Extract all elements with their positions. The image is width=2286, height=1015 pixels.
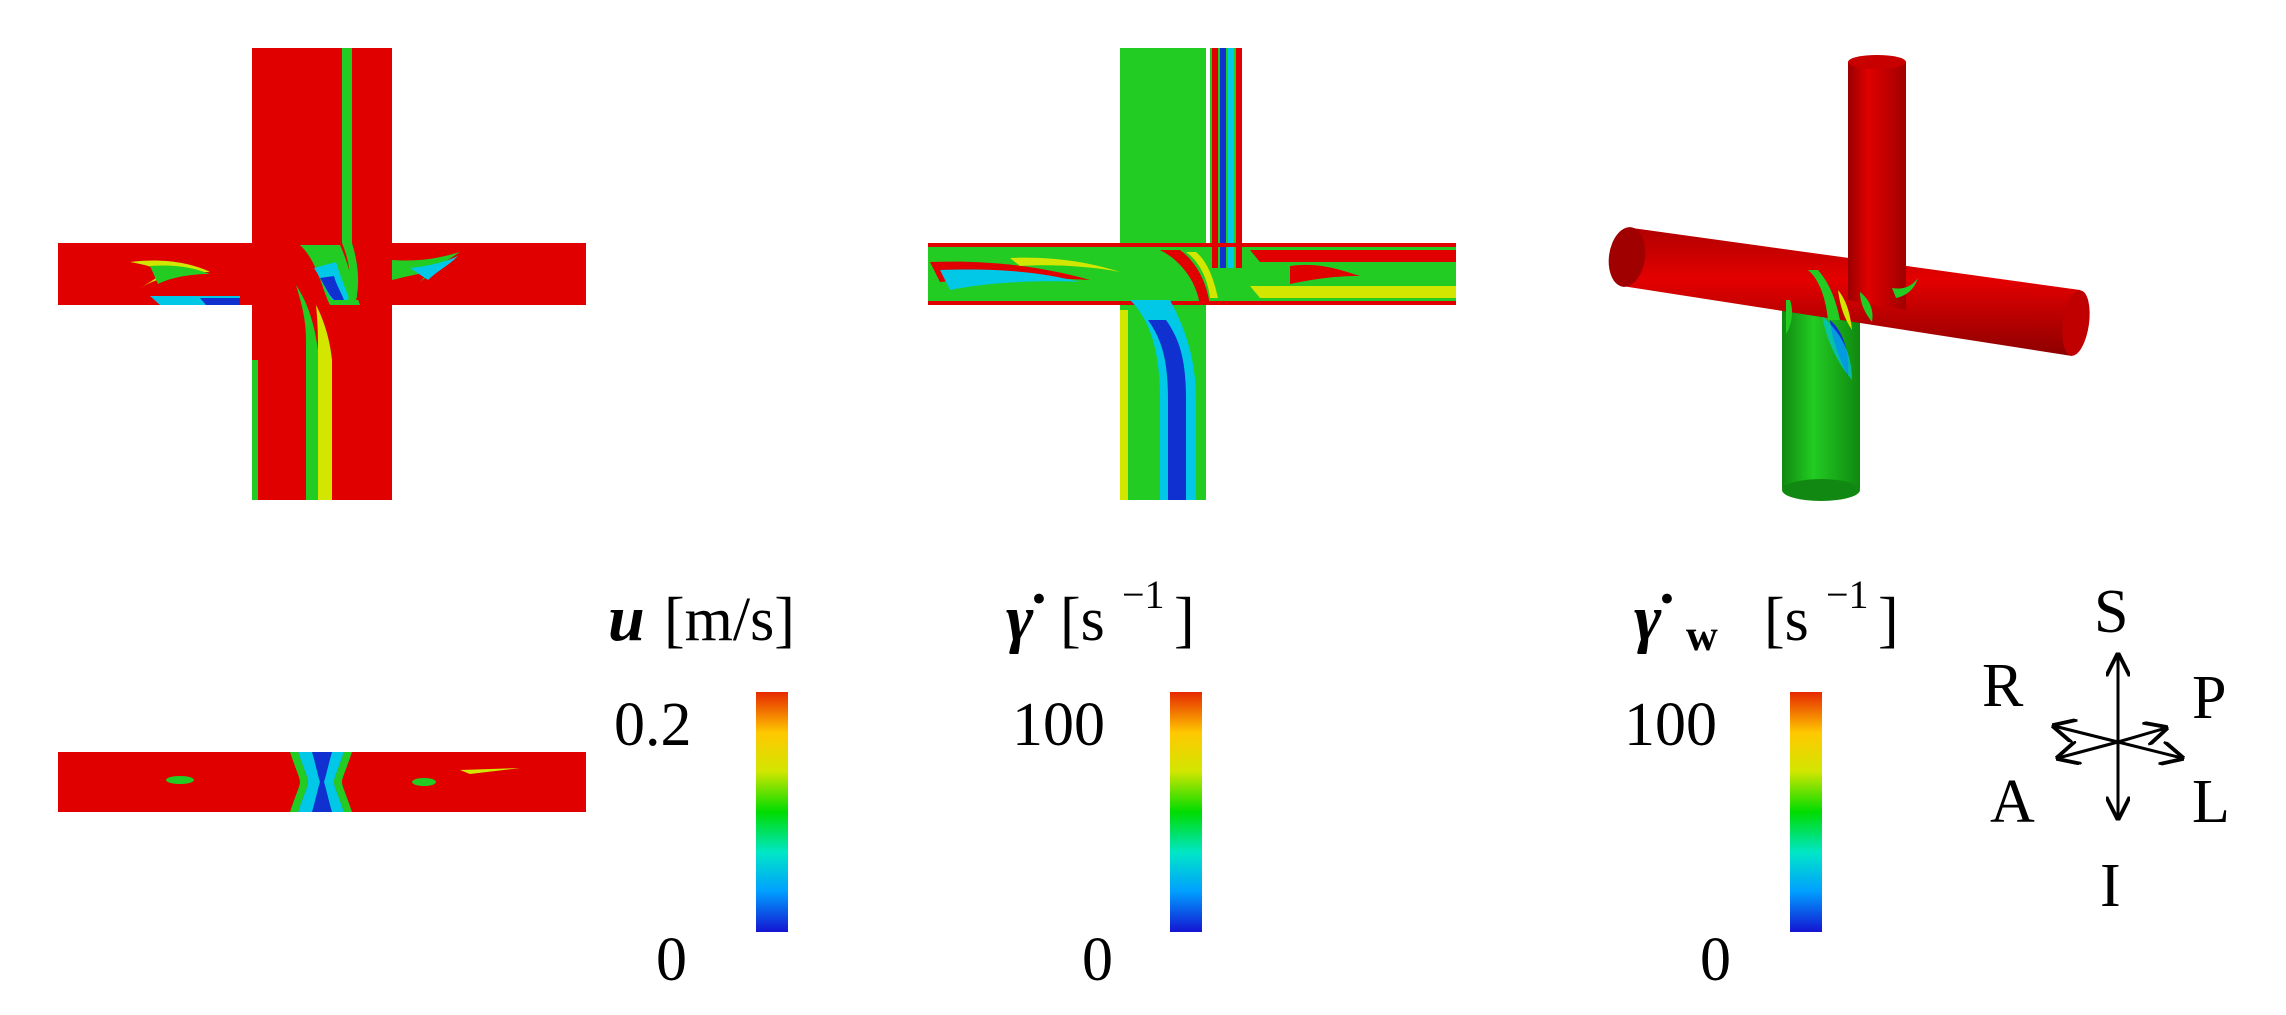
legend-wall-shear-rate-min: 0 bbox=[1700, 926, 1731, 994]
legend-wall-shear-rate-close: ] bbox=[1878, 586, 1899, 654]
legend-velocity-symbol: u bbox=[608, 582, 645, 655]
legend-shear-rate-close: ] bbox=[1174, 586, 1195, 654]
legend-velocity-min: 0 bbox=[656, 926, 687, 994]
legend-velocity-unit: [m/s] bbox=[664, 586, 795, 654]
orientation-indicator: S I R P A L bbox=[1982, 578, 2230, 920]
orientation-inferior: I bbox=[2100, 852, 2121, 920]
orientation-posterior: P bbox=[2192, 664, 2226, 732]
legend-wall-shear-rate: γ̇ w [s −1 ] 100 0 bbox=[1624, 572, 1899, 994]
velocity-longitudinal-section bbox=[58, 752, 586, 812]
colorbar-velocity bbox=[756, 692, 788, 932]
legend-shear-rate-symbol: γ̇ bbox=[1006, 582, 1044, 655]
legend-wall-shear-rate-symbol: γ̇ bbox=[1634, 582, 1672, 655]
legend-shear-rate-exponent: −1 bbox=[1122, 572, 1165, 617]
wall-shear-rate-3d bbox=[1608, 55, 2090, 501]
legend-shear-rate: γ̇ [s −1 ] 100 0 bbox=[1006, 572, 1202, 994]
shear-rate-cross-section bbox=[928, 48, 1456, 500]
orientation-left: L bbox=[2192, 768, 2230, 836]
velocity-cross-section bbox=[58, 48, 586, 500]
legend-wall-shear-rate-unit: [s bbox=[1764, 586, 1809, 654]
legend-shear-rate-min: 0 bbox=[1082, 926, 1113, 994]
orientation-anterior: A bbox=[1990, 768, 2035, 836]
orientation-superior: S bbox=[2094, 578, 2128, 646]
legend-wall-shear-rate-max: 100 bbox=[1624, 691, 1717, 759]
colorbar-wall-shear-rate bbox=[1790, 692, 1822, 932]
orientation-right: R bbox=[1982, 652, 2024, 720]
legend-shear-rate-unit: [s bbox=[1060, 586, 1105, 654]
legend-wall-shear-rate-exponent: −1 bbox=[1826, 572, 1869, 617]
legend-velocity: u [m/s] 0.2 0 bbox=[608, 582, 795, 994]
legend-wall-shear-rate-subscript: w bbox=[1686, 611, 1718, 660]
legend-velocity-max: 0.2 bbox=[614, 691, 692, 759]
colorbar-shear-rate bbox=[1170, 692, 1202, 932]
legend-shear-rate-max: 100 bbox=[1012, 691, 1105, 759]
